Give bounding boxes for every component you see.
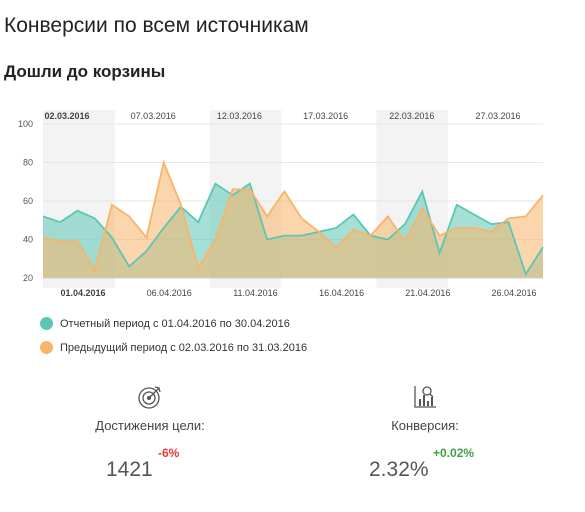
- bottom-tick-label: 06.04.2016: [147, 288, 192, 298]
- top-tick-label: 22.03.2016: [389, 111, 434, 121]
- bottom-tick-label: 01.04.2016: [60, 288, 105, 298]
- top-tick-label: 17.03.2016: [303, 111, 348, 121]
- y-tick-label: 60: [23, 196, 33, 206]
- legend-label-current: Отчетный период с 01.04.2016 по 30.04.20…: [60, 317, 290, 330]
- bottom-tick-label: 26.04.2016: [492, 288, 537, 298]
- legend-item-current[interactable]: Отчетный период с 01.04.2016 по 30.04.20…: [40, 317, 290, 330]
- conversion-area-chart: 20 40 60 80 100 02.03.2016 07.03.2016 12.03.201…: [18, 110, 544, 298]
- bottom-tick-label: 21.04.2016: [405, 288, 450, 298]
- bottom-tick-label: 11.04.2016: [233, 288, 277, 298]
- conversion-value: 2.32%: [369, 458, 429, 481]
- top-tick-label: 12.03.2016: [217, 111, 262, 121]
- top-tick-label: 27.03.2016: [476, 111, 521, 121]
- legend-label-previous: Предыдущий период с 02.03.2016 по 31.03.…: [60, 341, 308, 354]
- goals-label: Достижения цели:: [95, 418, 205, 433]
- chart-analytics-icon: [414, 386, 436, 408]
- y-tick-label: 20: [23, 273, 33, 283]
- area-previous-line: [42, 159, 544, 273]
- conversion-delta: +0.02%: [433, 446, 475, 460]
- goals-delta: -6%: [158, 446, 180, 460]
- bottom-tick-label: 16.04.2016: [319, 288, 364, 298]
- target-icon: [138, 386, 161, 409]
- kpi-goals: Достижения цели: 1421 -6%: [60, 384, 240, 481]
- legend-dot-previous: [40, 341, 53, 354]
- top-tick-label: 02.03.2016: [44, 111, 89, 121]
- area-current-line: [42, 182, 544, 277]
- chart-subtitle: Дошли до корзины: [4, 62, 166, 81]
- legend-item-previous[interactable]: Предыдущий период с 02.03.2016 по 31.03.…: [40, 341, 307, 354]
- conversion-label: Конверсия:: [391, 418, 459, 433]
- y-tick-label: 80: [23, 158, 33, 168]
- goals-value: 1421: [106, 458, 153, 481]
- y-tick-label: 100: [18, 119, 33, 129]
- kpi-conversion: Конверсия: 2.32% +0.02%: [335, 384, 515, 481]
- area-previous: [43, 162, 543, 278]
- legend-dot-current: [40, 317, 53, 330]
- page-title: Конверсии по всем источникам: [4, 14, 309, 37]
- top-tick-label: 07.03.2016: [131, 111, 176, 121]
- y-tick-label: 40: [23, 235, 33, 245]
